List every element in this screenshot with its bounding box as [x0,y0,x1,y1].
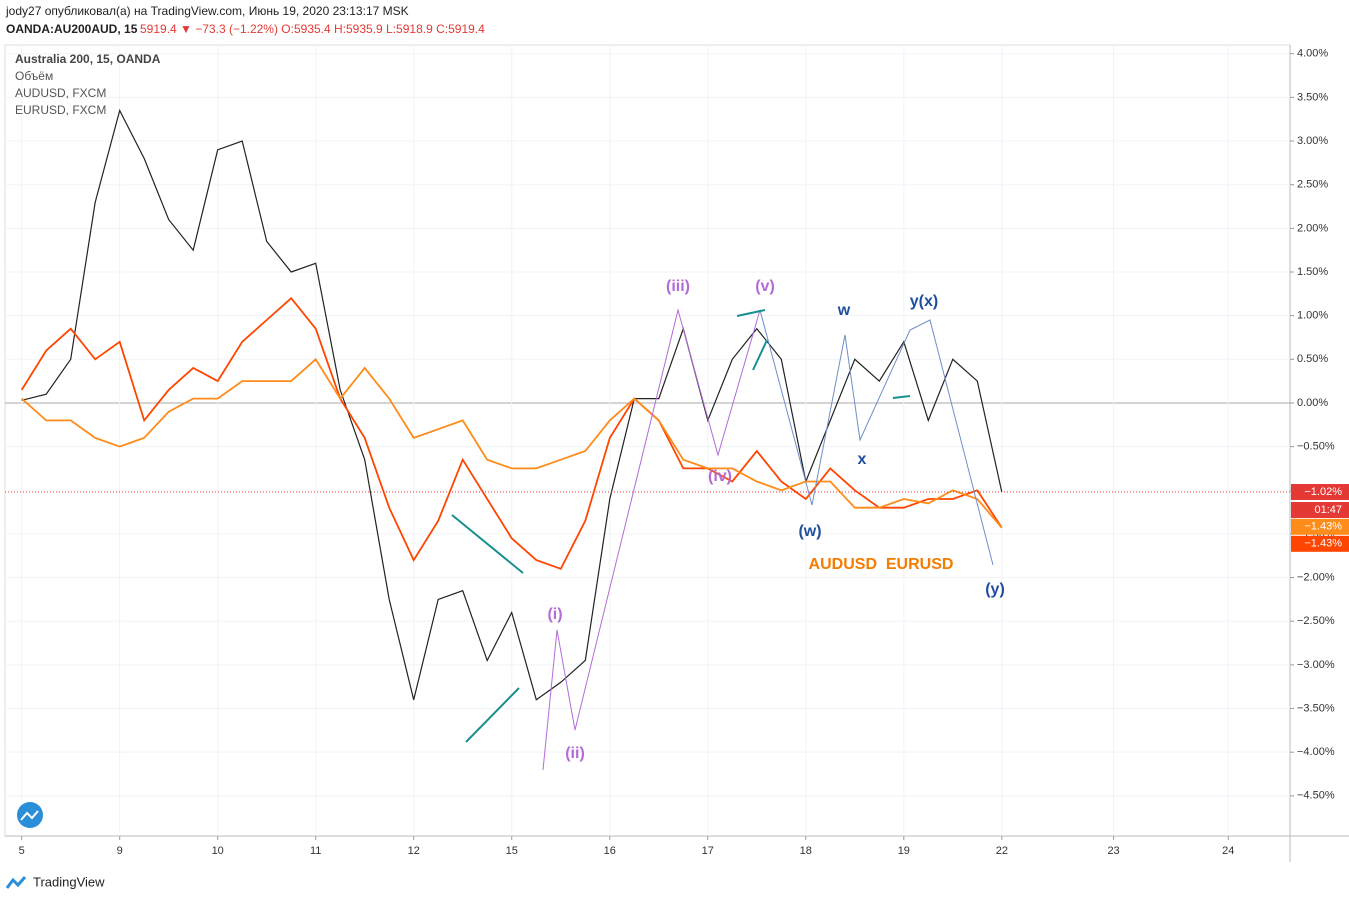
footer-brand: TradingView [33,874,105,889]
x-tick-label: 11 [310,845,321,857]
x-tick-label: 24 [1222,845,1234,857]
x-tick-label: 19 [898,845,910,857]
wave-line [542,308,761,771]
x-tick-label: 15 [506,845,518,857]
y-tick-label: 0.00% [1297,397,1328,409]
y-tick-label: −3.50% [1297,702,1335,714]
legend-entry: AUDUSD, FXCM [15,86,106,100]
quote: 5919.4 ▼ −73.3 (−1.22%) O:5935.4 H:5935.… [140,22,485,36]
x-tick-label: 9 [117,845,123,857]
y-tick-label: 2.00% [1297,222,1328,234]
logo [20,810,39,821]
wave-label: (w) [798,523,821,540]
publisher-line: jody27 опубликовал(а) на TradingView.com… [5,4,409,18]
trend-line [451,514,524,574]
price-tag [1291,535,1349,552]
price-tag-label: −1.43% [1304,538,1342,550]
footer-logo [5,876,27,889]
trend-line [752,339,768,371]
y-tick-label: 2.50% [1297,179,1328,191]
countdown-label: 01:47 [1314,504,1342,516]
series-line [21,357,1003,529]
wave-lines [451,308,994,771]
y-tick-label: 4.00% [1297,48,1328,60]
wave-label: (i) [547,606,562,623]
y-tick-label: 1.50% [1297,266,1328,278]
y-tick-label: −0.50% [1297,441,1335,453]
wave-line [759,309,994,566]
x-tick-label: 17 [702,845,714,857]
legend-entry: Объём [15,69,53,83]
trend-line [465,687,520,743]
x-tick-label: 10 [212,845,224,857]
legend-entry: Australia 200, 15, OANDA [15,52,161,66]
x-tick-label: 12 [408,845,420,857]
trend-line [892,395,911,399]
y-tick-label: 1.00% [1297,310,1328,322]
wave-label: w [837,302,851,319]
wave-label: x [858,451,867,468]
y-tick-label: −3.00% [1297,659,1335,671]
series-line [21,108,1003,701]
wave-label: y(x) [910,293,938,310]
y-tick-label: 3.00% [1297,135,1328,147]
y-tick-label: −2.00% [1297,571,1335,583]
series-line [20,296,1003,570]
x-tick-label: 23 [1107,845,1119,857]
y-tick-label: 3.50% [1297,91,1328,103]
y-tick-label: −4.50% [1297,790,1335,802]
price-tag [1291,518,1349,535]
symbol: OANDA:AU200AUD, 15 [6,22,138,36]
y-tick-label: −2.50% [1297,615,1335,627]
countdown-tag [1291,502,1349,519]
x-tick-label: 22 [996,845,1008,857]
x-tick-label: 18 [800,845,812,857]
marks [5,45,1294,840]
y-tick-label: 0.50% [1297,353,1328,365]
x-tick-label: 16 [604,845,616,857]
price-tag-label: −1.43% [1304,521,1342,533]
legend-entry: EURUSD, FXCM [15,103,106,117]
price-tag [1291,484,1349,501]
y-tick-label: −4.00% [1297,746,1335,758]
trend-line [736,309,766,317]
price-tag-label: −1.02% [1304,486,1342,498]
wave-label: (v) [755,278,775,295]
logo-badge [17,802,43,828]
wave-label: (iii) [666,278,690,295]
wave-label: (y) [985,581,1005,598]
wave-label: (ii) [565,745,585,762]
x-tick-label: 5 [19,845,25,857]
wave-label: (iv) [708,468,732,485]
pair-label: AUDUSD EURUSD [809,556,954,573]
